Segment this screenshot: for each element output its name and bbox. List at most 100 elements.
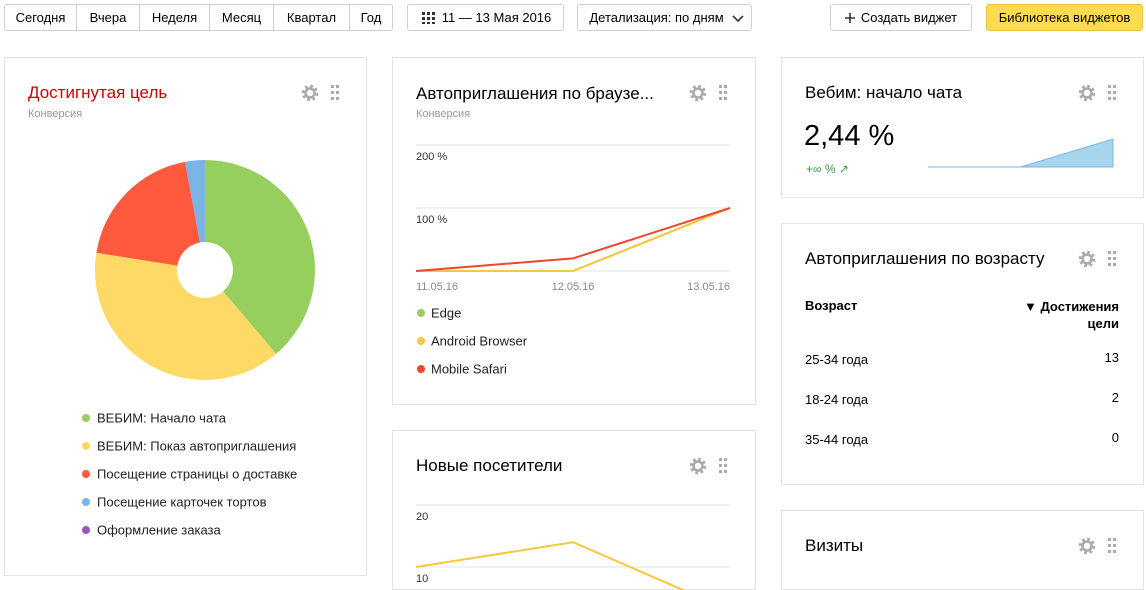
legend-label: Edge xyxy=(431,306,461,321)
legend-marker xyxy=(82,470,90,478)
widget-card xyxy=(781,57,1144,198)
create-widget-button[interactable]: Создать виджет xyxy=(830,4,972,31)
widget-settings[interactable] xyxy=(689,457,707,475)
library-button[interactable]: Библиотека виджетов xyxy=(986,4,1143,31)
x-tick-label: 11.05.16 xyxy=(416,281,458,293)
widget-card xyxy=(392,57,756,405)
line-series xyxy=(416,207,731,272)
grip-dot xyxy=(1108,257,1111,260)
widget-title: Достигнутая цель xyxy=(28,83,168,102)
grip-dot xyxy=(724,458,727,461)
grip-dot xyxy=(1108,85,1111,88)
legend-marker xyxy=(417,309,425,317)
kpi-arrow: ↗ xyxy=(838,162,849,176)
gear-icon xyxy=(1081,87,1093,99)
period-button[interactable]: Сегодня xyxy=(4,4,76,31)
widget-subtitle: Конверсия xyxy=(28,108,83,120)
x-tick-label: 13.05.16 xyxy=(687,281,730,293)
grip-dot xyxy=(1113,97,1116,100)
drag-handle xyxy=(719,85,727,100)
gear-icon xyxy=(692,87,704,99)
create-widget-label: Создать виджет xyxy=(860,10,958,25)
grip-dot xyxy=(724,464,727,467)
gear-icon xyxy=(1078,84,1096,102)
grip-dot xyxy=(1113,263,1116,266)
pie-slice xyxy=(185,160,205,243)
legend-label: ВЕБИМ: Начало чата xyxy=(97,411,227,426)
grip-dot xyxy=(1108,97,1111,100)
page: Сегодня Вчера Неделя Месяц Квартал Год 1… xyxy=(4,4,1144,590)
period-button[interactable]: Год xyxy=(349,4,393,31)
grip-dot xyxy=(1108,263,1111,266)
pie-slice xyxy=(96,161,200,266)
widget-settings[interactable] xyxy=(689,84,707,102)
drag-handle xyxy=(1108,85,1116,100)
legend-label: Оформление заказа xyxy=(97,523,222,538)
grip-dot xyxy=(1113,550,1116,553)
grip-dot xyxy=(724,470,727,473)
table-cell: 0 xyxy=(1111,430,1119,445)
calendar-icon xyxy=(422,12,435,24)
widget-settings[interactable] xyxy=(301,84,319,102)
grip-dot xyxy=(1108,550,1111,553)
period-button[interactable]: Неделя xyxy=(139,4,209,31)
gear-icon xyxy=(1081,540,1093,552)
legend-marker xyxy=(417,365,425,373)
grip-dot xyxy=(336,97,339,100)
detail-button[interactable]: Детализация: по дням xyxy=(577,4,752,31)
kpi-change-value: +∞ % xyxy=(806,162,836,176)
grip-dot xyxy=(1113,85,1116,88)
widget-title: Автоприглашения по возрасту xyxy=(805,249,1045,268)
grip-dot xyxy=(1108,538,1111,541)
table-header[interactable]: ▼ Достижения цели xyxy=(1024,299,1119,331)
legend-label: Посещение карточек тортов xyxy=(97,495,267,510)
date-button[interactable]: 11 — 13 Мая 2016 xyxy=(407,4,564,31)
table-cell: 2 xyxy=(1111,390,1119,405)
drag-handle xyxy=(719,458,727,473)
grip-dot xyxy=(1113,251,1116,254)
period-button[interactable]: Квартал xyxy=(273,4,349,31)
grip-dot xyxy=(719,91,722,94)
legend-label: Android Browser xyxy=(431,334,528,349)
plus-icon xyxy=(845,13,855,23)
charts-layer: ВЕБИМ: Начало чата ВЕБИМ: Показ автопригл… xyxy=(82,84,1116,590)
legend-marker xyxy=(82,526,90,534)
widget-title: Автоприглашения по браузе... xyxy=(416,84,654,103)
y-tick-label: 20 xyxy=(416,511,428,523)
widget-settings[interactable] xyxy=(1078,537,1096,555)
grip-dot xyxy=(331,85,334,88)
y-tick-label: 10 xyxy=(416,573,428,585)
widget-subtitle: Конверсия xyxy=(416,108,471,120)
x-tick-label: 12.05.16 xyxy=(552,281,595,293)
grip-dot xyxy=(719,464,722,467)
drag-handle xyxy=(331,85,339,100)
grip-dot xyxy=(1108,91,1111,94)
table-header[interactable]: Возраст xyxy=(805,298,858,313)
gear-icon xyxy=(689,457,707,475)
date-range: 11 — 13 Мая 2016 xyxy=(441,10,552,25)
gear-icon xyxy=(1078,537,1096,555)
detail-label: Детализация: по дням xyxy=(589,10,724,25)
y-tick-label: 100 % xyxy=(416,214,447,226)
grip-dot xyxy=(331,97,334,100)
widget-title: Визиты xyxy=(805,536,864,555)
grip-dot xyxy=(1108,544,1111,547)
legend-label: Посещение страницы о доставке xyxy=(97,467,297,482)
legend-label: Mobile Safari xyxy=(431,362,507,377)
table-cell: 25-34 года xyxy=(805,352,869,367)
drag-handle xyxy=(1108,251,1116,266)
gear-icon xyxy=(304,87,316,99)
period-button[interactable]: Вчера xyxy=(76,4,139,31)
legend-marker xyxy=(82,414,90,422)
widget-settings[interactable] xyxy=(1078,84,1096,102)
gear-icon xyxy=(301,84,319,102)
pie-slice xyxy=(205,160,315,354)
grip-dot xyxy=(331,91,334,94)
period-button[interactable]: Месяц xyxy=(209,4,273,31)
grip-dot xyxy=(719,470,722,473)
gear-icon xyxy=(1078,250,1096,268)
kpi-value: 2,44 % xyxy=(804,120,895,152)
drag-handle xyxy=(1108,538,1116,553)
widget-settings[interactable] xyxy=(1078,250,1096,268)
grip-dot xyxy=(1113,257,1116,260)
